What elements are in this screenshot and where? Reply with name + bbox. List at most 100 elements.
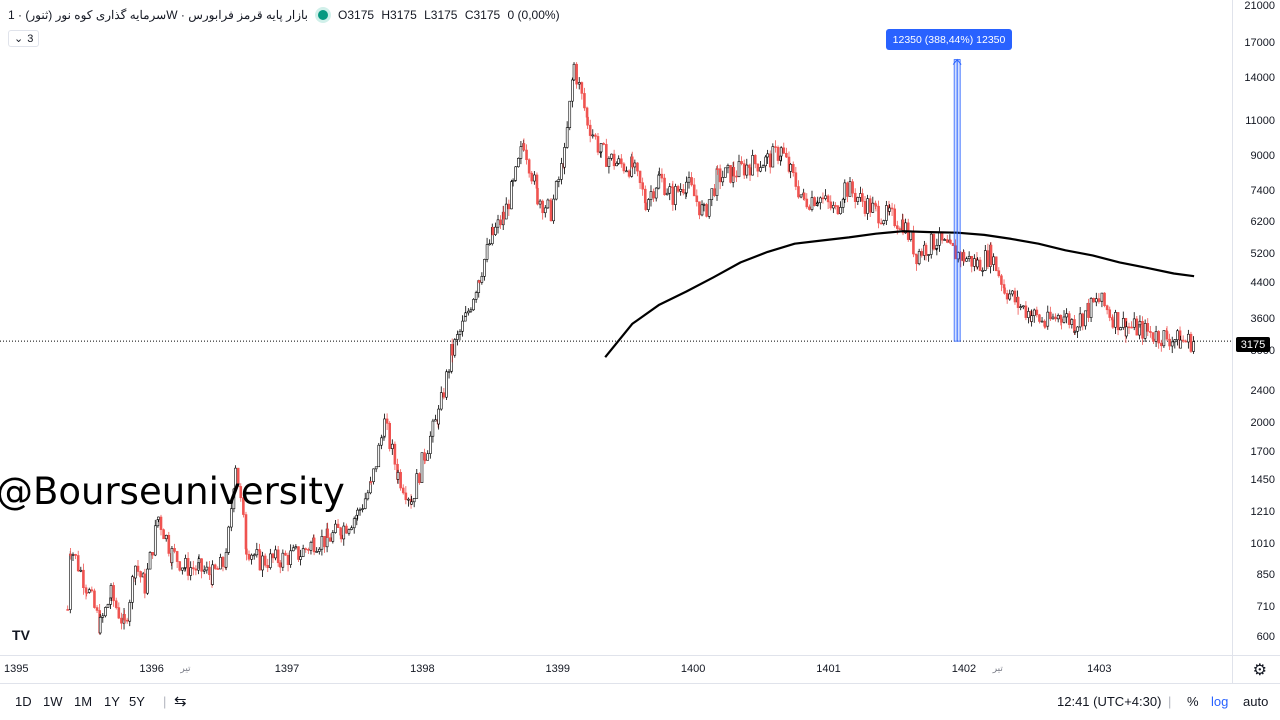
candle-body [334,523,337,533]
candle-body [1100,292,1104,302]
price-axis[interactable]: 21000 17000 14000 11000 9000 7400 6200 5200 4400… [1232,0,1280,655]
candle-body [935,244,939,249]
chart-area[interactable]: سرمایه گذاری کوه نور (ثنور) · 1W · بازار… [0,0,1232,655]
price-tick-label: 3600 [1250,312,1275,325]
candle-body [159,516,163,530]
candle-body [588,124,592,136]
candle-body [213,564,217,569]
candle-body [943,239,946,241]
candle-body [1098,300,1101,303]
candle-body [76,555,80,572]
candle-body [326,528,329,538]
range-1w-button[interactable]: 1W [43,694,63,709]
candle-body [242,497,245,515]
price-tick-label: 1450 [1250,474,1275,487]
candle-body [821,197,825,200]
candle-body [377,444,381,468]
candle-body [393,443,397,465]
price-tick-label: 710 [1256,600,1275,613]
candle-body [157,516,160,520]
axis-settings-button[interactable]: ⚙ [1232,655,1280,683]
candle-body [853,192,857,202]
candle-body [615,163,619,167]
price-tick-label: 7400 [1250,185,1275,198]
indicators-toggle-button[interactable]: ⌄ 3 [8,30,40,47]
price-tick-label: 600 [1256,630,1275,643]
candle-body [751,155,754,176]
time-tick-label: 1401 [816,663,841,675]
auto-scale-toggle[interactable]: auto [1243,694,1269,709]
range-1y-button[interactable]: 1Y [104,694,120,709]
candle-body [74,554,77,556]
candle-body [557,179,561,182]
candle-body [1076,326,1079,332]
candle-body [721,177,725,183]
candle-body [1143,323,1147,339]
candle-body [418,473,421,483]
candle-body [994,256,998,272]
moving-average-line [604,230,1195,358]
log-scale-toggle[interactable]: log [1211,694,1229,709]
candle-body [114,600,118,608]
percent-scale-toggle[interactable]: % [1187,694,1199,709]
candle-body [735,175,738,178]
candle-body [234,467,237,490]
candle-body [622,163,626,172]
open-value: O3175 [338,8,375,22]
candle-body [1049,311,1052,320]
candle-body [136,565,140,572]
candle-body [753,155,757,165]
measure-tooltip: 12350 (388,44%) 12350 [886,29,1012,50]
candle-body [125,619,129,622]
candle-body [901,219,905,234]
candle-body [976,259,979,268]
candle-body [546,199,550,209]
candle-body [106,604,110,608]
candle-body [294,546,298,549]
price-tick-label: 1010 [1250,538,1275,551]
candle-body [612,153,616,167]
candle-body [117,607,121,619]
change-value: 0 (0,00%) [507,8,560,22]
candle-body [1035,309,1039,316]
candle-body [692,184,696,197]
candle-body [599,143,603,153]
price-tick-label: 11000 [1245,114,1275,127]
time-axis[interactable]: 1395 1396 تیر 1397 1398 1399 1400 1401 1402 تیر 14… [0,655,1232,683]
candle-body [1081,313,1085,327]
candle-body [309,541,313,551]
candle-body [331,532,335,542]
candle-body [232,488,236,510]
candle-body [986,250,990,267]
candle-body [1092,298,1095,303]
gear-icon: ⚙ [1252,662,1267,679]
candle-body [1060,318,1063,323]
tradingview-logo[interactable]: TV [12,627,30,643]
candle-body [965,258,968,262]
bottom-toolbar: 1D 1W 1M 1Y 5Y | ⇆ 12:41 (UTC+4:30) | % … [0,683,1280,720]
candle-body [286,554,290,565]
candle-body [450,344,454,356]
candle-body [1159,342,1163,347]
symbol-title[interactable]: سرمایه گذاری کوه نور (ثنور) · 1W · بازار… [8,8,309,22]
candle-body [1157,331,1160,344]
candle-body [761,165,765,168]
clock-timezone[interactable]: 12:41 (UTC+4:30) [1057,694,1162,709]
date-range-icon[interactable]: ⇆ [174,693,187,710]
candle-body [464,312,468,317]
candle-body [69,553,72,556]
candle-body [339,534,343,540]
candle-body [358,508,362,511]
candle-body [250,554,253,560]
candle-body [266,564,270,568]
price-chart[interactable] [0,0,1232,655]
range-1m-button[interactable]: 1M [74,694,93,709]
range-5y-button[interactable]: 5Y [129,694,145,709]
candle-body [301,548,305,557]
candle-body [323,536,326,548]
candle-body [702,204,706,206]
candle-body [1087,303,1090,318]
range-1d-button[interactable]: 1D [15,694,32,709]
candle-body [458,330,462,335]
candle-body [109,585,113,599]
